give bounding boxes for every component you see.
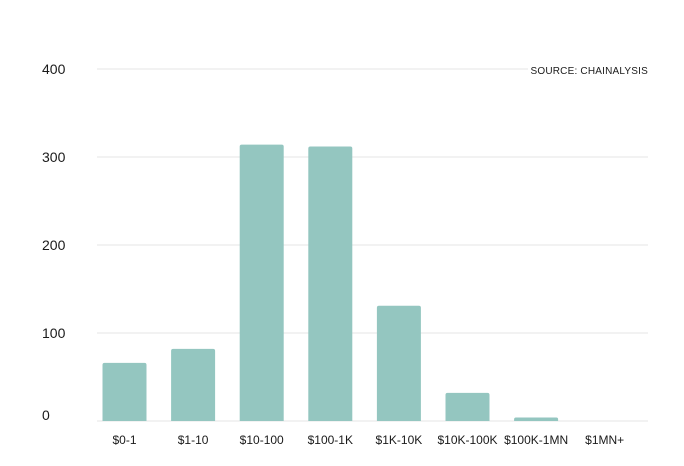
x-axis-ticks: $0-1 $1-10 $10-100 $100-1K $1K-10K $10K-100K $… [112, 433, 624, 447]
x-tick-label: $10-100 [240, 433, 284, 447]
x-tick-label: $100K-1MN [504, 433, 568, 447]
y-tick-label: 0 [42, 407, 50, 423]
y-axis-ticks: 0 100 200 300 400 [42, 61, 66, 423]
y-tick-label: 300 [42, 149, 66, 165]
bars [102, 144, 559, 421]
bar-3 [239, 144, 284, 421]
x-tick-label: $1MN+ [585, 433, 624, 447]
bar-6 [445, 392, 490, 421]
x-tick-label: $100-1K [308, 433, 353, 447]
source-annotation: SOURCE: CHAINALYSIS [530, 66, 648, 77]
bar-7 [514, 417, 559, 421]
bar-2 [171, 348, 216, 421]
x-tick-label: $1K-10K [376, 433, 423, 447]
y-tick-label: 400 [42, 61, 66, 77]
x-tick-label: $10K-100K [437, 433, 497, 447]
bar-5 [376, 305, 421, 421]
y-tick-label: 100 [42, 325, 66, 341]
bar-1 [102, 362, 147, 421]
x-tick-label: $1-10 [178, 433, 209, 447]
x-tick-label: $0-1 [112, 433, 136, 447]
y-tick-label: 200 [42, 237, 66, 253]
bar-4 [308, 146, 353, 421]
